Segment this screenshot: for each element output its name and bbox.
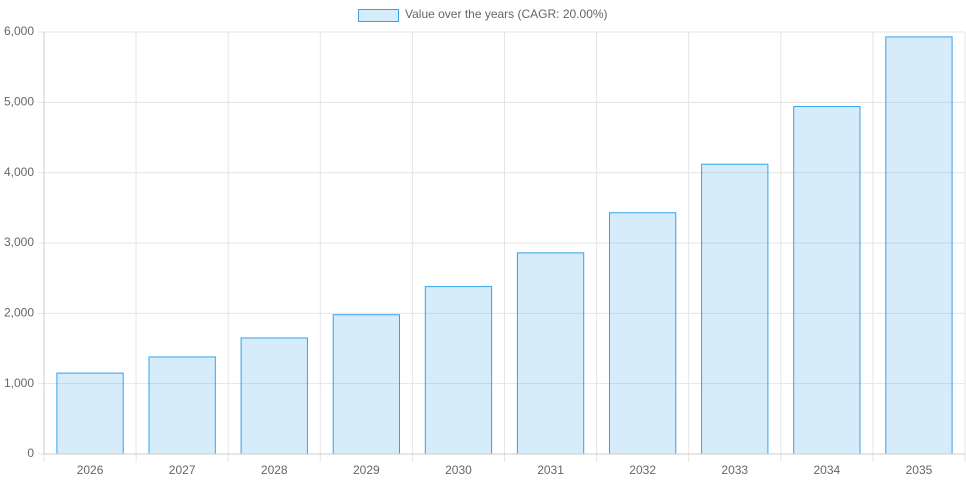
x-tick-label: 2034 xyxy=(813,463,840,477)
bar xyxy=(240,337,308,455)
bar xyxy=(148,356,216,455)
bar xyxy=(885,36,953,455)
x-tick-label: 2029 xyxy=(353,463,380,477)
y-tick-label: 2,000 xyxy=(4,306,34,320)
x-tick-label: 2026 xyxy=(77,463,104,477)
x-tick-label: 2030 xyxy=(445,463,472,477)
bar xyxy=(793,106,861,455)
bar xyxy=(701,163,769,455)
x-tick-label: 2033 xyxy=(721,463,748,477)
x-tick-label: 2031 xyxy=(537,463,564,477)
y-tick-label: 3,000 xyxy=(4,235,34,249)
bar xyxy=(516,252,585,455)
x-tick-label: 2032 xyxy=(629,463,656,477)
legend-swatch xyxy=(358,9,399,22)
x-tick-label: 2035 xyxy=(906,463,933,477)
y-tick-label: 0 xyxy=(27,446,34,460)
bar xyxy=(56,372,124,455)
bar xyxy=(424,286,493,455)
y-tick-label: 4,000 xyxy=(4,165,34,179)
x-tick-label: 2027 xyxy=(169,463,196,477)
y-tick-label: 1,000 xyxy=(4,376,34,390)
bar xyxy=(332,314,401,455)
y-tick-label: 6,000 xyxy=(4,24,34,38)
bar xyxy=(608,212,677,455)
y-tick-label: 5,000 xyxy=(4,95,34,109)
x-tick-label: 2028 xyxy=(261,463,288,477)
legend-label: Value over the years (CAGR: 20.00%) xyxy=(405,7,608,21)
